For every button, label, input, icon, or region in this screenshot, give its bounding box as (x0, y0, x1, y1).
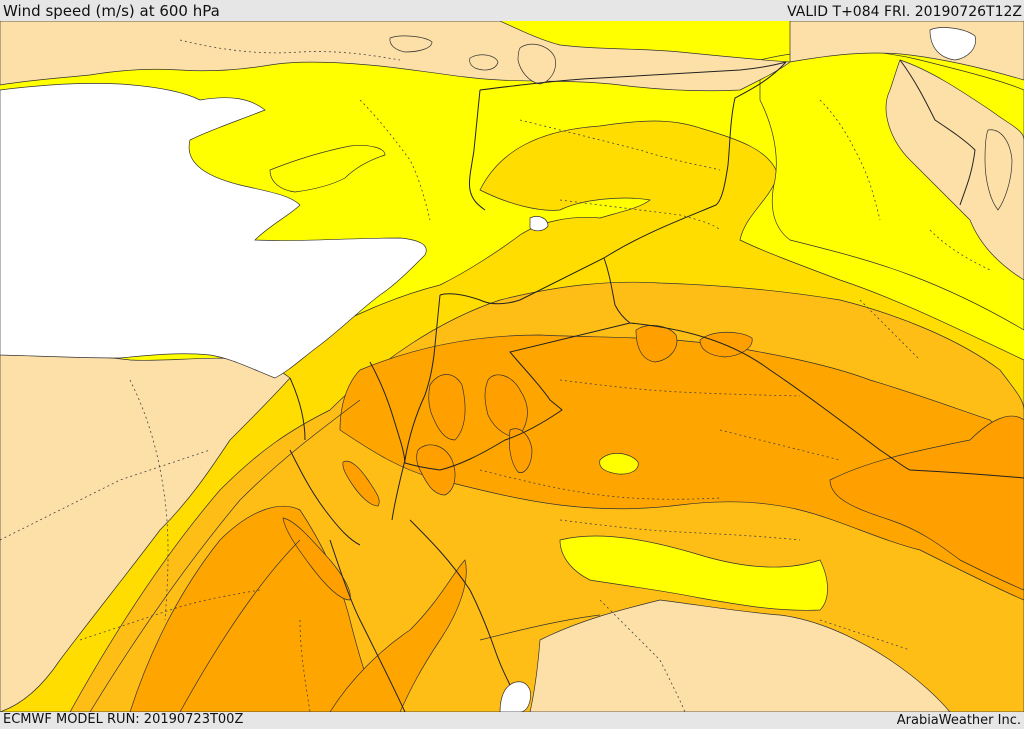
cyprus (269, 145, 386, 193)
wind-speed-map (0, 21, 1024, 712)
country-borders (289, 59, 1024, 712)
wind-band-5-spots (282, 325, 1024, 601)
wind-band-2-light-patches (559, 453, 828, 611)
wind-band-4-south (329, 559, 467, 712)
map-title: Wind speed (m/s) at 600 hPa (3, 2, 220, 20)
valid-time-label: VALID T+084 FRI. 20190726T12Z (787, 4, 1022, 20)
model-run-label: ECMWF MODEL RUN: 20190723T00Z (3, 712, 244, 727)
admin-borders (0, 39, 991, 712)
sea (0, 27, 976, 712)
footer-bar: ECMWF MODEL RUN: 20190723T00Z ArabiaWeat… (0, 712, 1024, 729)
contour-lines (89, 399, 601, 712)
title-bar: Wind speed (m/s) at 600 hPa VALID T+084 … (0, 0, 1024, 21)
credit-label: ArabiaWeather Inc. (896, 713, 1021, 728)
map-canvas (0, 21, 1024, 712)
